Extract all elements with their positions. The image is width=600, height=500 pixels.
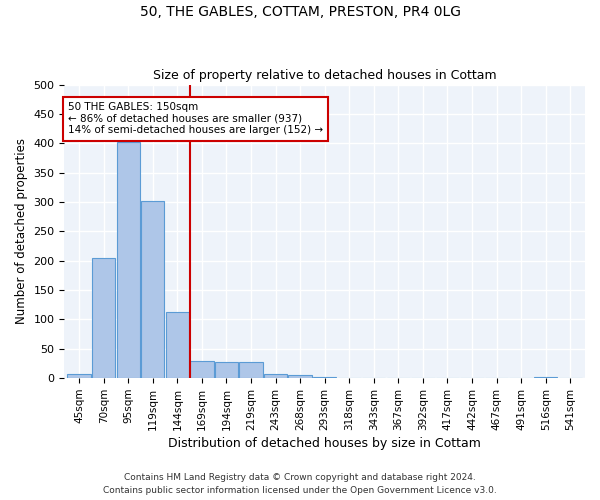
Title: Size of property relative to detached houses in Cottam: Size of property relative to detached ho… xyxy=(153,69,497,82)
Bar xyxy=(166,312,189,378)
Bar xyxy=(116,142,140,378)
Bar xyxy=(141,201,164,378)
Bar xyxy=(289,376,312,378)
Bar xyxy=(534,377,557,378)
Text: 50, THE GABLES, COTTAM, PRESTON, PR4 0LG: 50, THE GABLES, COTTAM, PRESTON, PR4 0LG xyxy=(139,5,461,19)
Bar xyxy=(313,377,337,378)
Bar xyxy=(239,362,263,378)
Bar xyxy=(215,362,238,378)
X-axis label: Distribution of detached houses by size in Cottam: Distribution of detached houses by size … xyxy=(168,437,481,450)
Text: Contains HM Land Registry data © Crown copyright and database right 2024.
Contai: Contains HM Land Registry data © Crown c… xyxy=(103,474,497,495)
Text: 50 THE GABLES: 150sqm
← 86% of detached houses are smaller (937)
14% of semi-det: 50 THE GABLES: 150sqm ← 86% of detached … xyxy=(68,102,323,136)
Bar xyxy=(67,374,91,378)
Y-axis label: Number of detached properties: Number of detached properties xyxy=(15,138,28,324)
Bar xyxy=(190,360,214,378)
Bar xyxy=(92,258,115,378)
Bar xyxy=(264,374,287,378)
